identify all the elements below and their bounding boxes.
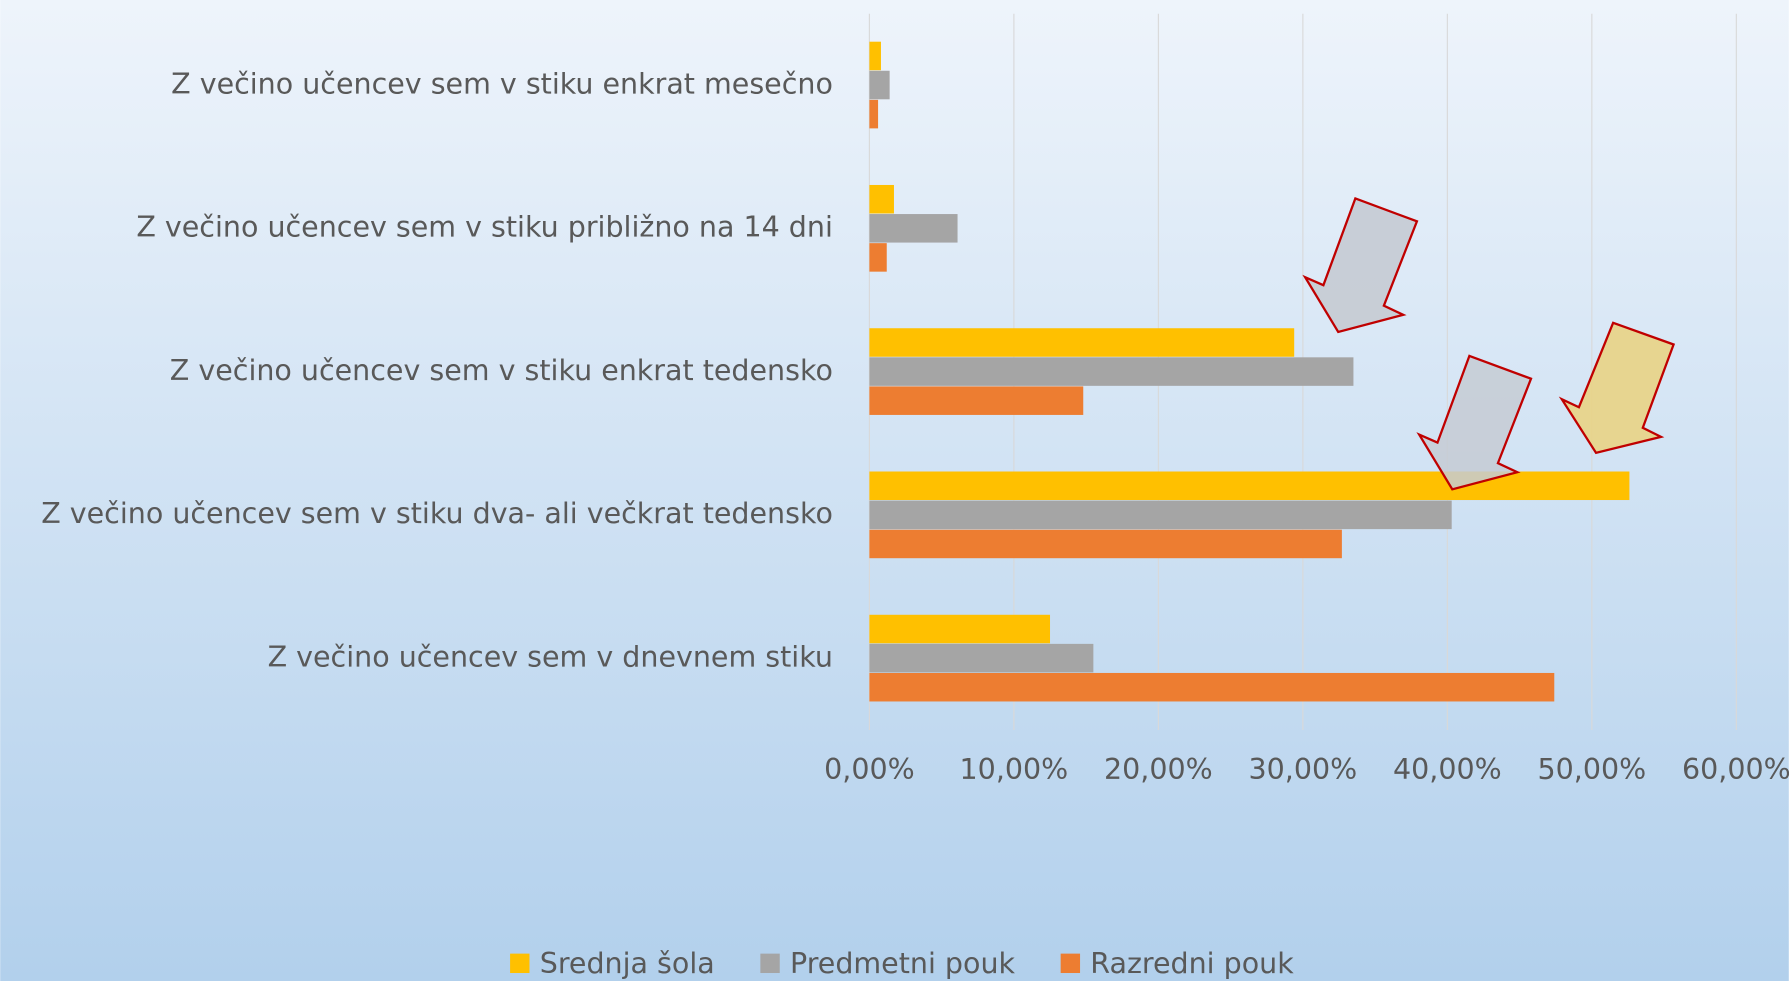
y-tick-label: Z večino učencev sem v stiku enkrat mese… xyxy=(171,67,833,100)
x-tick-label: 20,00% xyxy=(1104,753,1213,786)
legend-swatch xyxy=(510,953,530,974)
bar xyxy=(869,184,894,214)
bar xyxy=(869,243,887,272)
y-tick-label: Z večino učencev sem v dnevnem stiku xyxy=(268,640,833,673)
bar xyxy=(869,529,1342,559)
y-tick-label: Z večino učencev sem v stiku enkrat tede… xyxy=(170,354,833,387)
legend-label: Srednja šola xyxy=(540,947,715,980)
bar xyxy=(869,500,1452,530)
bar xyxy=(869,643,1094,673)
x-tick-label: 50,00% xyxy=(1538,753,1647,786)
y-tick-label: Z večino učencev sem v stiku dva- ali ve… xyxy=(41,497,833,530)
x-tick-label: 0,00% xyxy=(824,753,915,786)
x-tick-label: 30,00% xyxy=(1249,753,1358,786)
annotation-arrows xyxy=(1302,197,1676,491)
bar xyxy=(869,614,1051,644)
bar xyxy=(869,41,881,71)
bar xyxy=(869,471,1630,501)
x-tick-label: 40,00% xyxy=(1393,753,1502,786)
legend-swatch xyxy=(1060,953,1081,974)
legend-label: Razredni pouk xyxy=(1090,947,1294,980)
y-tick-label: Z večino učencev sem v stiku približno n… xyxy=(136,211,833,244)
x-tick-label: 10,00% xyxy=(960,753,1069,786)
legend-label: Predmetni pouk xyxy=(790,947,1016,980)
bar xyxy=(869,70,890,100)
legend-swatch xyxy=(760,953,780,974)
bar xyxy=(869,328,1295,357)
bar xyxy=(869,386,1084,415)
x-tick-label: 60,00% xyxy=(1682,753,1789,786)
arrow xyxy=(1416,354,1533,491)
arrow xyxy=(1302,197,1419,334)
legend: Srednja šola Predmetni pouk Razredni pouk xyxy=(510,947,1294,980)
bar xyxy=(869,214,958,243)
bar xyxy=(869,357,1354,386)
bar xyxy=(869,99,879,129)
arrow xyxy=(1558,321,1676,455)
bar xyxy=(869,672,1555,702)
